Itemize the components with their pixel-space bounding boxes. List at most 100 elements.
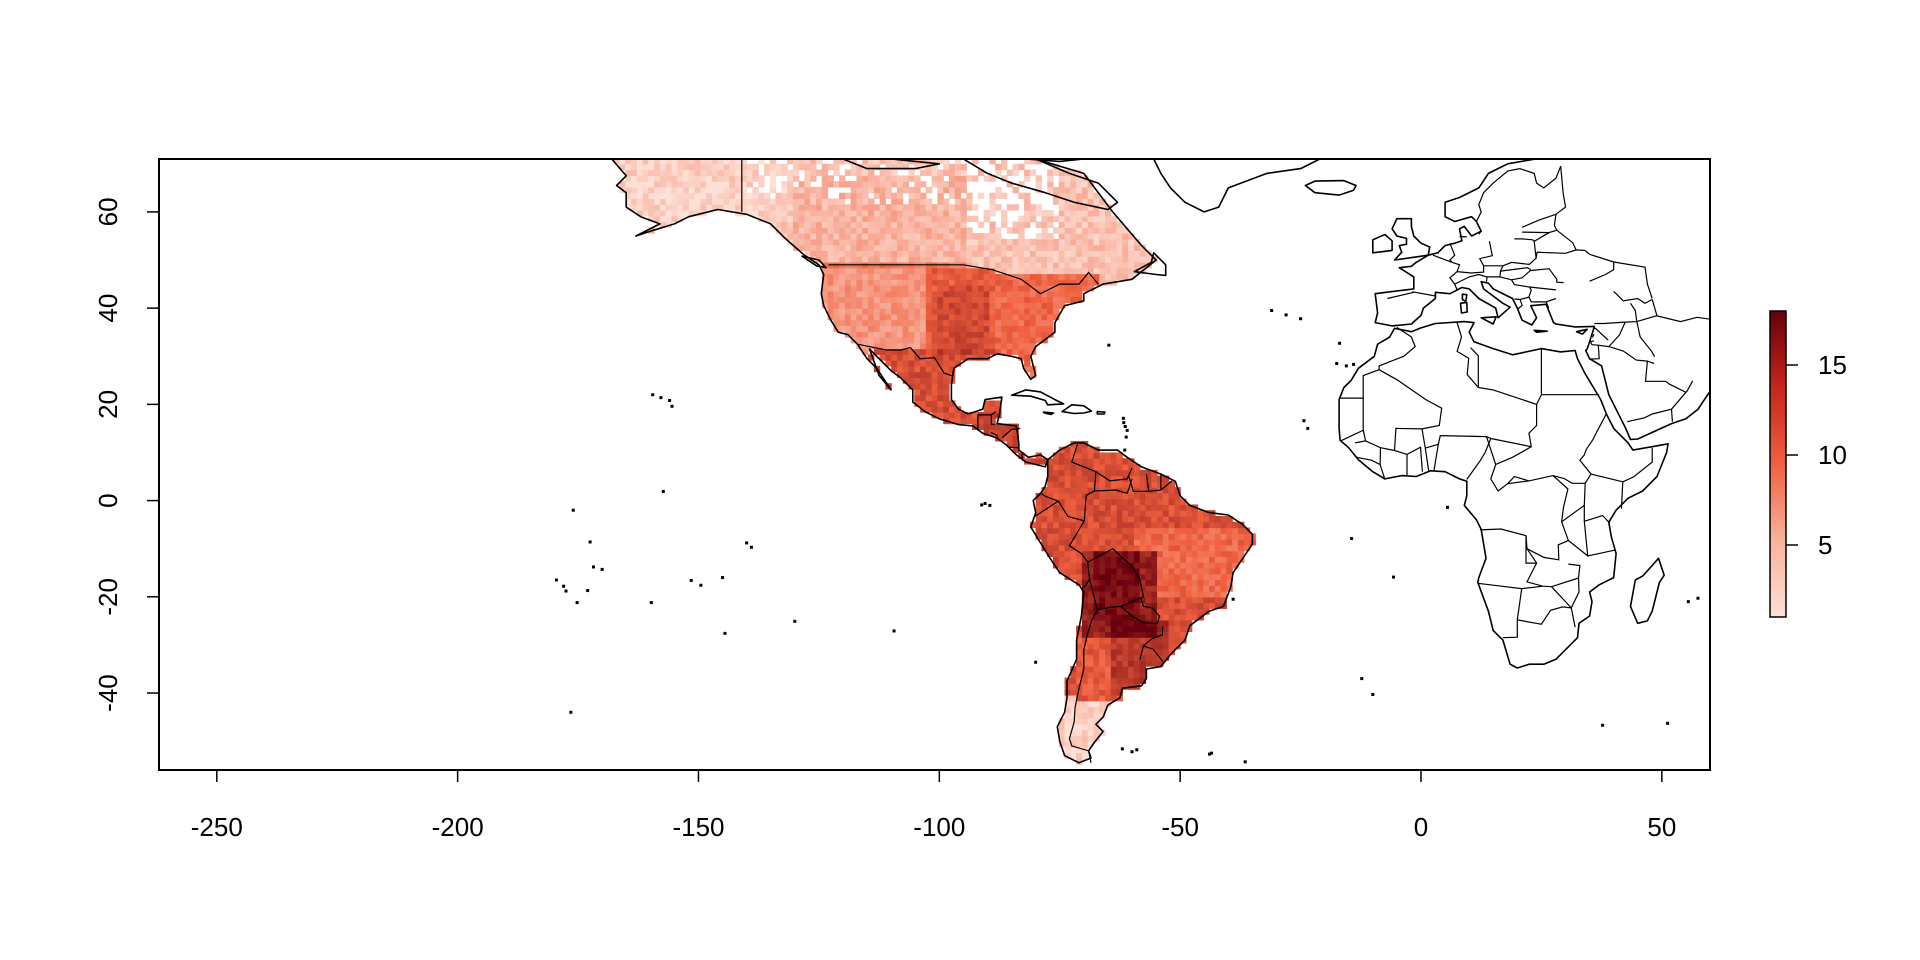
raster-cell (1035, 331, 1043, 338)
raster-cell (972, 204, 979, 211)
raster-cell (1226, 527, 1233, 534)
raster-cell (1047, 175, 1054, 182)
raster-cell (1058, 198, 1066, 205)
raster-cell (1128, 464, 1135, 471)
raster-cell (1076, 227, 1083, 234)
raster-cell (902, 159, 910, 165)
raster-cell (1180, 498, 1187, 506)
raster-cell (844, 169, 852, 176)
raster-cell (1203, 527, 1210, 534)
raster-cell (752, 210, 759, 217)
raster-cell (816, 198, 823, 205)
raster-cell (977, 325, 985, 332)
raster-cell (677, 198, 684, 205)
raster-cell (648, 192, 655, 200)
raster-cell (1099, 452, 1106, 459)
raster-cell (1024, 365, 1031, 373)
raster-cell (1099, 573, 1106, 581)
coastline (1575, 328, 1588, 335)
raster-cell (1185, 567, 1193, 575)
raster-cell (1070, 481, 1077, 488)
raster-cell (1029, 250, 1037, 257)
raster-cell (729, 175, 736, 182)
raster-cell (1081, 221, 1089, 228)
raster-cell (977, 244, 985, 252)
country-border (1120, 597, 1161, 625)
raster-cell (1180, 539, 1187, 546)
raster-cell (1180, 625, 1187, 633)
raster-cell (931, 210, 938, 217)
raster-cell (1122, 614, 1129, 621)
country-border (1454, 273, 1488, 285)
raster-cell (920, 365, 927, 373)
raster-cell (966, 313, 973, 321)
raster-cell (839, 285, 846, 292)
raster-cell (1076, 567, 1083, 575)
raster-cell (995, 342, 1002, 350)
raster-cell (1128, 238, 1135, 246)
raster-cell (937, 233, 944, 240)
raster-cell (1116, 631, 1123, 638)
raster-cell (856, 325, 863, 332)
raster-cell (1191, 533, 1199, 540)
raster-cell (885, 169, 892, 176)
raster-cell (1157, 579, 1164, 586)
raster-cell (1139, 654, 1147, 661)
raster-cell (977, 267, 985, 275)
raster-cell (1139, 250, 1147, 257)
raster-cell (856, 192, 863, 200)
raster-cell (1052, 256, 1060, 263)
raster-cell (1076, 256, 1083, 263)
raster-cell (1070, 204, 1077, 211)
raster-cell (983, 348, 991, 355)
raster-cell (1018, 354, 1025, 361)
raster-cell (810, 250, 817, 257)
raster-cell (1209, 602, 1216, 609)
raster-cell (1070, 279, 1077, 286)
raster-cell (989, 175, 996, 182)
raster-cell (1214, 579, 1222, 586)
raster-cell (1006, 319, 1014, 327)
raster-cell (937, 186, 944, 194)
raster-cell (844, 308, 852, 315)
raster-cell (1093, 654, 1100, 661)
raster-cell (954, 267, 962, 275)
raster-cell (1174, 510, 1181, 517)
raster-cell (1012, 204, 1019, 211)
raster-cell (908, 244, 915, 252)
raster-cell (943, 377, 950, 384)
raster-cell (943, 406, 950, 413)
raster-cell (1058, 285, 1066, 292)
raster-cell (1047, 296, 1054, 303)
raster-cell (1128, 544, 1135, 552)
raster-cell (1087, 492, 1095, 500)
raster-cell (711, 192, 719, 200)
raster-cell (856, 296, 863, 303)
country-border (1421, 428, 1430, 471)
raster-cell (1191, 573, 1199, 581)
raster-cell (914, 313, 921, 321)
raster-cell (1093, 556, 1100, 563)
island-marker (586, 589, 590, 593)
raster-cell (821, 302, 829, 309)
raster-cell (977, 256, 985, 263)
raster-cell (1006, 238, 1014, 246)
raster-cell (1081, 718, 1089, 725)
raster-cell (960, 354, 967, 361)
raster-cell (972, 279, 979, 286)
raster-cell (873, 238, 881, 246)
raster-cell (1052, 227, 1060, 234)
raster-cell (1185, 602, 1193, 609)
raster-cell (1018, 285, 1025, 292)
raster-cell (1116, 562, 1123, 569)
raster-cell (948, 302, 956, 309)
raster-cell (1000, 210, 1008, 217)
raster-cell (1237, 544, 1245, 552)
raster-cell (1076, 723, 1083, 731)
raster-cell (868, 233, 875, 240)
raster-cell (717, 186, 725, 194)
raster-cell (902, 181, 910, 188)
raster-cell (792, 210, 800, 217)
raster-cell (914, 250, 921, 257)
raster-cell (1191, 510, 1199, 517)
